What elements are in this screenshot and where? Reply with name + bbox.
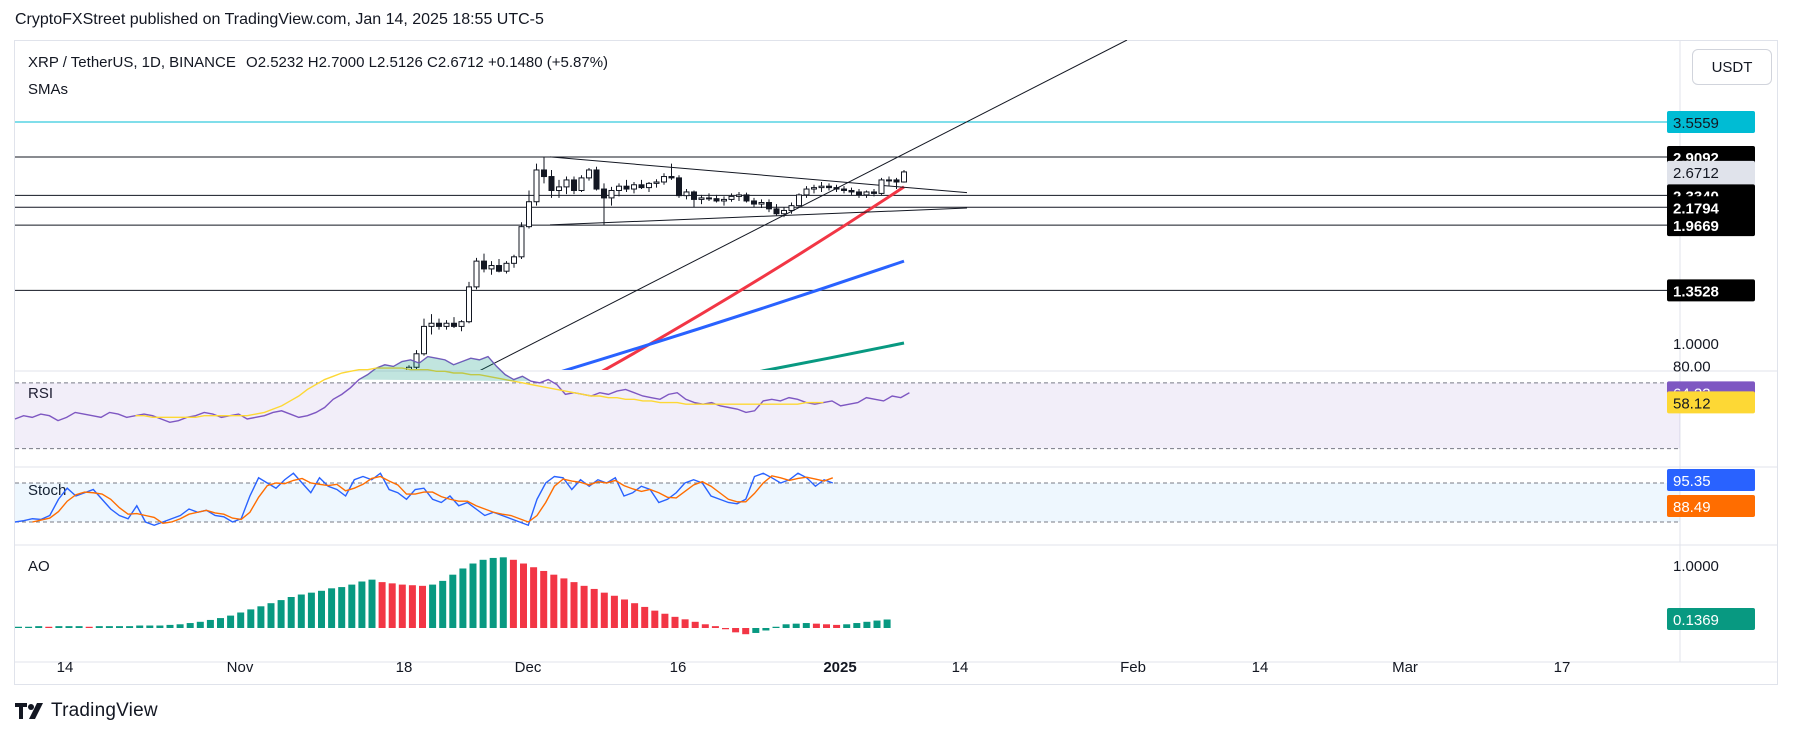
symbol-legend: XRP / TetherUS, 1D, BINANCE O2.5232 H2.7… [28,54,608,71]
rsi-pane-title[interactable]: RSI [28,385,54,402]
ohlc-high: H2.7000 [307,54,365,71]
stoch-pane-title[interactable]: Stoch [28,482,67,499]
symbol-name[interactable]: XRP / TetherUS, 1D, BINANCE [28,54,236,71]
ao-pane-title[interactable]: AO [28,558,50,575]
currency-selector-button[interactable]: USDT [1692,49,1772,85]
price-change: +0.1480 (+5.87%) [487,54,609,71]
chart-frame [14,40,1778,685]
tradingview-logo-icon [15,703,43,719]
published-header: CryptoFXStreet published on TradingView.… [15,11,544,28]
tradingview-wordmark: TradingView [51,700,158,721]
ohlc-open: O2.5232 [246,54,304,71]
sma-indicator-label[interactable]: SMAs [28,81,69,98]
ohlc-low: L2.5126 [368,54,423,71]
ohlc-close: C2.6712 [427,54,484,71]
tradingview-brand[interactable]: TradingView [15,700,158,722]
